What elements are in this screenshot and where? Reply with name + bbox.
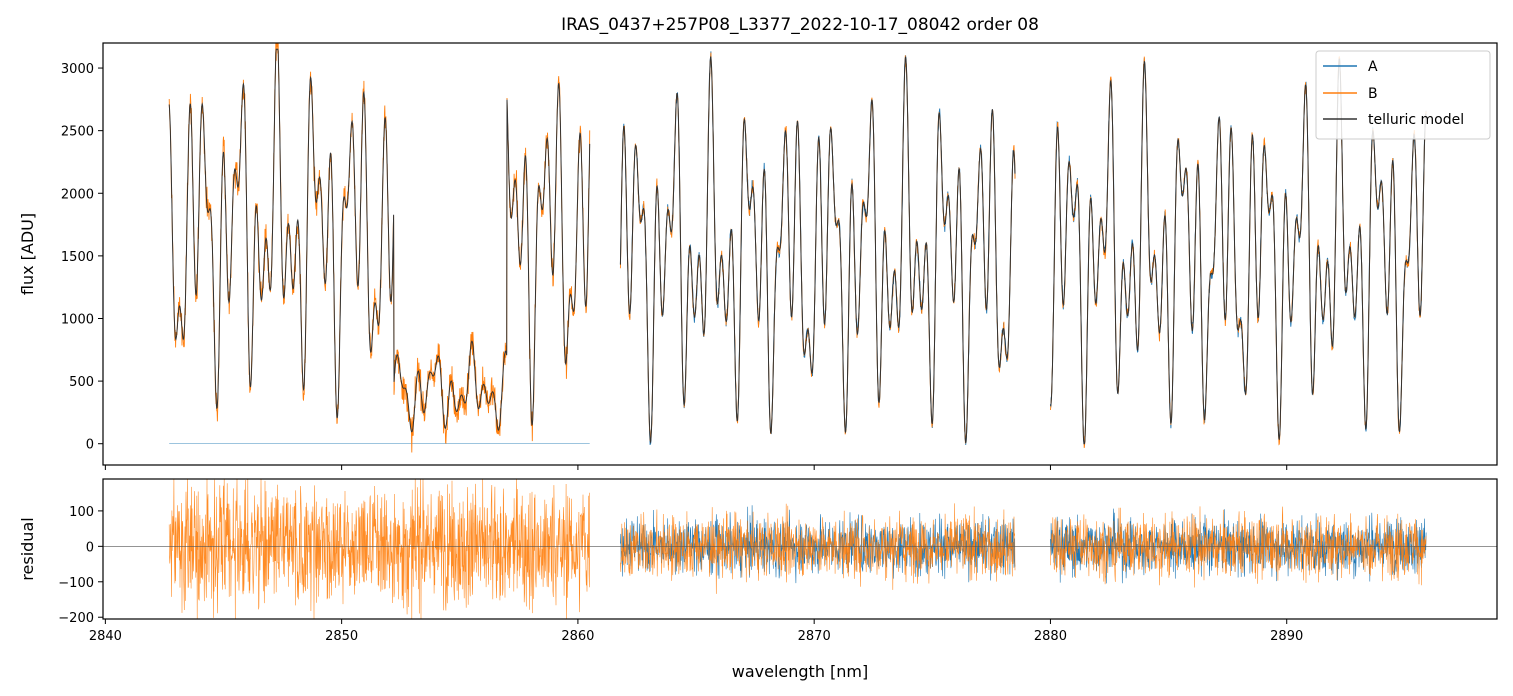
residual-b-line — [620, 503, 1016, 594]
flux-ytick-label: 0 — [86, 438, 94, 453]
flux-ytick-label: 2000 — [61, 187, 94, 202]
flux-x-ticks — [104, 465, 1288, 470]
telluric-model-line — [619, 56, 1016, 444]
flux-ytick-label: 1500 — [61, 250, 94, 265]
residual-series-group — [103, 478, 1497, 620]
residual-xlabel: wavelength [nm] — [732, 662, 869, 681]
flux-series-group — [168, 42, 1427, 453]
residual-b-line — [168, 478, 590, 620]
flux-panel: 0 500 1000 1500 2000 2500 3000 flux [ADU] A B … — [18, 42, 1498, 470]
flux-y-ticks: 0 500 1000 1500 2000 2500 3000 — [61, 62, 103, 453]
residual-xtick-label: 2890 — [1270, 629, 1303, 644]
residual-ytick-label: 100 — [69, 505, 94, 520]
flux-ytick-label: 1000 — [61, 312, 94, 327]
residual-axes-frame — [102, 478, 1498, 620]
legend-label-model: telluric model — [1368, 112, 1464, 128]
legend-label-a: A — [1368, 59, 1378, 75]
residual-xtick-label: 2860 — [561, 629, 594, 644]
residual-xtick-label: 2880 — [1034, 629, 1067, 644]
residual-y-ticks: −200 −100 0 100 — [58, 505, 103, 626]
telluric-model-line — [1050, 58, 1427, 445]
residual-xtick-label: 2840 — [89, 629, 122, 644]
series-b-line — [168, 42, 591, 453]
legend-box — [1315, 50, 1491, 140]
flux-ytick-label: 500 — [69, 375, 94, 390]
flux-axes-frame — [102, 42, 1498, 466]
legend-label-b: B — [1368, 86, 1378, 102]
residual-panel: −200 −100 0 100 2840 2850 2860 2870 2880 2890 re… — [18, 478, 1498, 681]
residual-xtick-label: 2850 — [325, 629, 358, 644]
residual-x-ticks: 2840 2850 2860 2870 2880 2890 — [89, 619, 1303, 644]
residual-ytick-label: −200 — [58, 611, 94, 626]
chart-title: IRAS_0437+257P08_L3377_2022-10-17_08042 … — [561, 15, 1039, 35]
residual-ytick-label: −100 — [58, 576, 94, 591]
flux-ytick-label: 2500 — [61, 125, 94, 140]
residual-b-line — [1050, 506, 1427, 588]
telluric-model-line — [168, 48, 591, 433]
flux-ylabel: flux [ADU] — [18, 213, 37, 295]
residual-ylabel: residual — [18, 517, 37, 580]
legend: A B telluric model — [1315, 50, 1491, 140]
residual-xtick-label: 2870 — [798, 629, 831, 644]
flux-ytick-label: 3000 — [61, 62, 94, 77]
residual-ytick-label: 0 — [86, 540, 94, 555]
